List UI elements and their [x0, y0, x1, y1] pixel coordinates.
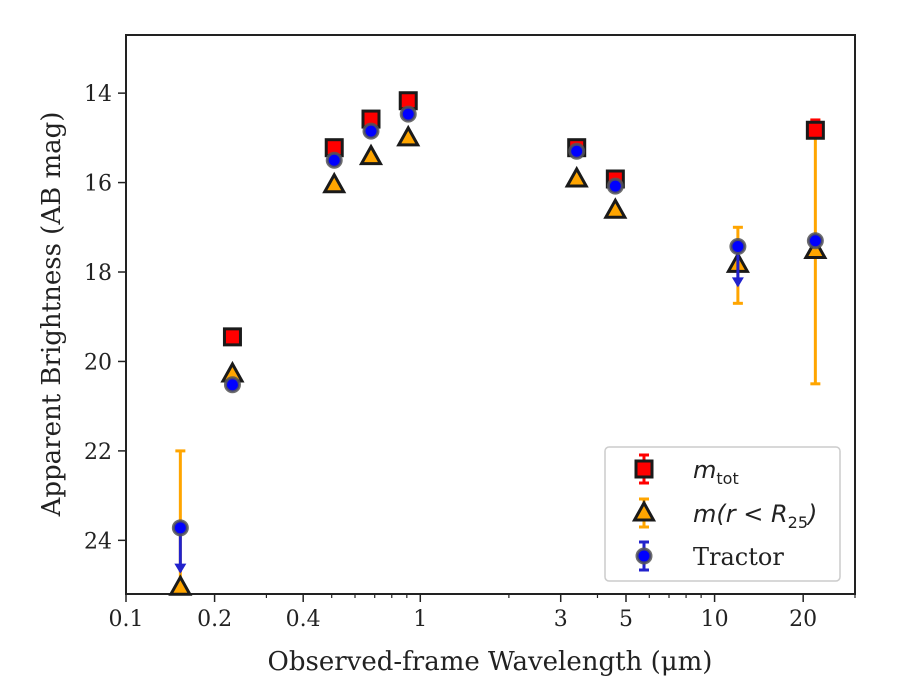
data-point-circle [729, 238, 747, 256]
data-point-circle [399, 105, 417, 123]
data-point-circle [568, 142, 586, 160]
x-tick-label: 20 [789, 607, 817, 632]
legend-label: mtot [693, 456, 739, 488]
data-point-triangle [564, 165, 589, 188]
x-tick-label: 0.4 [286, 607, 321, 632]
legend-label-sub: 25 [788, 513, 808, 532]
x-tick-label: 1 [413, 607, 427, 632]
data-point-triangle [322, 171, 347, 194]
upper-limit-arrow [731, 277, 744, 288]
series-circle [171, 105, 824, 574]
data-point-circle [362, 122, 380, 140]
data-point-circle [606, 177, 624, 195]
legend-label-main: m [693, 456, 716, 484]
y-axis-label: Apparent Brightness (AB mag) [37, 112, 67, 518]
legend: mtot m(r < R25) Tractor [604, 446, 841, 582]
legend-label: m(r < R25) [693, 500, 817, 532]
x-tick-label: 3 [554, 607, 568, 632]
x-axis-label: Observed-frame Wavelength (μm) [268, 647, 713, 677]
data-point-circle [806, 232, 824, 250]
plot-frame [125, 34, 856, 595]
upper-limit-arrow [174, 563, 187, 574]
legend-label-rest: ) [806, 500, 817, 528]
x-tick-label: 0.2 [197, 607, 232, 632]
x-tick-label: 0.1 [109, 607, 144, 632]
data-point-square [222, 327, 242, 347]
y-tick-label: 24 [84, 529, 112, 554]
data-point-triangle [396, 124, 421, 147]
legend-marker-circle [635, 547, 653, 565]
data-point-circle [171, 519, 189, 537]
series-triangle [168, 118, 828, 596]
x-tick-label: 5 [619, 607, 633, 632]
data-point-triangle [168, 574, 193, 596]
legend-label-sub: tot [716, 469, 738, 488]
data-point-circle [325, 151, 343, 169]
data-marks [168, 91, 828, 596]
legend-marker-triangle [631, 499, 657, 522]
legend-marker-square [634, 459, 654, 479]
y-tick-label: 16 [84, 172, 112, 197]
legend-box [604, 446, 841, 582]
y-tick-label: 22 [84, 440, 112, 465]
x-tick-label: 10 [701, 607, 729, 632]
data-point-circle [223, 376, 241, 394]
legend-label-main: m(r < R [693, 500, 788, 528]
y-tick-label: 14 [84, 82, 112, 107]
axis-ticks: 0.1 0.2 0.4 1 3 5 10 20 14 16 18 20 22 24 [84, 82, 856, 632]
data-point-triangle [358, 143, 384, 166]
series-square [222, 91, 825, 347]
y-tick-label: 20 [84, 350, 112, 375]
data-point-square [805, 120, 825, 140]
data-point-triangle [603, 197, 628, 219]
y-tick-label: 18 [84, 261, 112, 286]
legend-label: Tractor [693, 543, 784, 571]
